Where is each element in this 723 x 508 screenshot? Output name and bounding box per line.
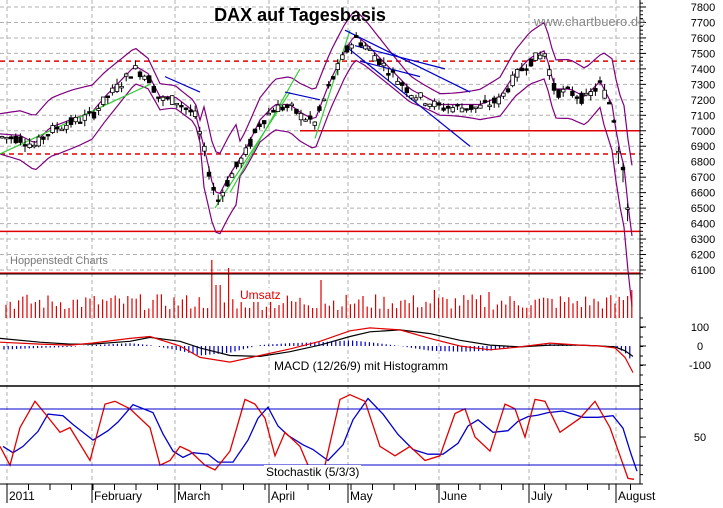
volume-bars	[5, 260, 633, 318]
svg-text:6700: 6700	[691, 172, 715, 184]
svg-text:6200: 6200	[691, 250, 715, 262]
svg-text:6600: 6600	[691, 188, 715, 200]
svg-text:7200: 7200	[691, 95, 715, 107]
svg-text:6500: 6500	[691, 203, 715, 215]
bollinger-bands	[0, 10, 633, 307]
month-label: March	[177, 489, 210, 503]
macd-label: MACD (12/26/9) mit Histogramm	[272, 359, 451, 373]
svg-text:6300: 6300	[691, 234, 715, 246]
month-label: May	[350, 489, 373, 503]
svg-text:7500: 7500	[691, 48, 715, 60]
grid-lines	[0, 0, 640, 484]
svg-text:7700: 7700	[691, 17, 715, 29]
svg-text:7600: 7600	[691, 33, 715, 45]
svg-text:100: 100	[691, 322, 709, 334]
source-label: Hoppenstedt Charts	[10, 255, 108, 267]
volume-label: Umsatz	[238, 288, 283, 302]
support-resistance-lines	[0, 60, 640, 274]
svg-text:7300: 7300	[691, 79, 715, 91]
month-label: August	[618, 489, 656, 503]
svg-text:50: 50	[694, 432, 706, 444]
svg-text:7400: 7400	[691, 64, 715, 76]
svg-text:6800: 6800	[691, 157, 715, 169]
candlesticks	[0, 32, 630, 222]
month-label: February	[94, 489, 142, 503]
chart-title: DAX auf Tagesbasis	[214, 5, 386, 25]
svg-text:6900: 6900	[691, 141, 715, 153]
month-label: July	[531, 489, 552, 503]
month-label: June	[441, 489, 467, 503]
svg-text:6400: 6400	[691, 219, 715, 231]
svg-text:7100: 7100	[691, 110, 715, 122]
svg-text:-100: -100	[689, 360, 711, 372]
svg-text:0: 0	[697, 341, 703, 353]
svg-text:7800: 7800	[691, 2, 715, 14]
axes: 7800 7700 7600 7500 7400 7300 7200 7100 7000 6900…	[0, 0, 715, 503]
macd-panel	[0, 327, 634, 373]
month-label: 2011	[9, 489, 35, 503]
svg-text:6100: 6100	[691, 265, 715, 277]
svg-text:7000: 7000	[691, 126, 715, 138]
watermark: www.chartbuero.de	[534, 14, 646, 29]
stochastic-label: Stochastik (5/3/3)	[264, 465, 362, 479]
month-label: April	[271, 489, 295, 503]
